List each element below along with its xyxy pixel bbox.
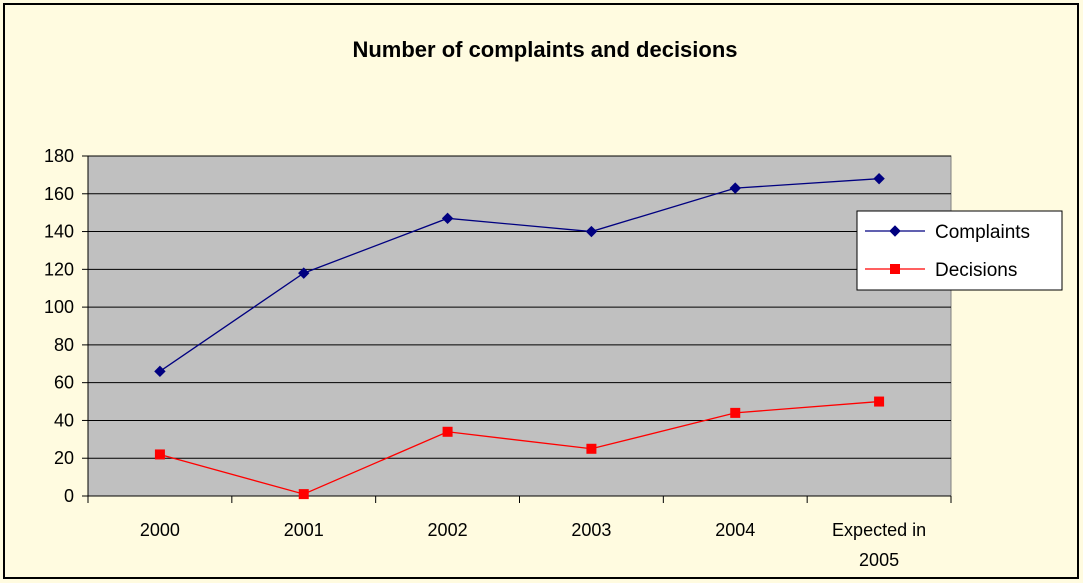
y-axis-ticks: 0 20 40 60 80 100 120 140 160 180	[44, 146, 88, 506]
decisions-point	[586, 443, 597, 454]
complaints-point	[441, 212, 454, 225]
legend-marker	[890, 264, 900, 274]
legend-marker	[889, 225, 901, 237]
x-tick-label: 2002	[428, 520, 468, 540]
series-decisions	[154, 396, 885, 500]
y-tick-label: 20	[54, 448, 74, 468]
x-axis-ticks: 2000 2001 2002 2003 2004 Expected in 2005	[87, 496, 952, 570]
y-tick-label: 120	[44, 259, 74, 279]
x-tick-label: 2001	[284, 520, 324, 540]
y-tick-label: 160	[44, 184, 74, 204]
legend-item-complaints: Complaints	[865, 222, 1030, 243]
y-tick-label: 40	[54, 410, 74, 430]
complaints-point	[298, 267, 310, 279]
legend-label: Decisions	[935, 260, 1017, 281]
plot-area	[87, 155, 952, 497]
legend: Complaints Decisions	[856, 210, 1063, 291]
complaints-line	[159, 178, 880, 372]
x-tick-label: Expected in 2005	[832, 520, 926, 570]
y-tick-label: 80	[54, 335, 74, 355]
complaints-point	[873, 172, 885, 185]
x-tick-label: 2003	[571, 520, 611, 540]
x-tick-label: 2004	[715, 520, 755, 540]
legend-item-decisions: Decisions	[865, 260, 1017, 281]
decisions-line	[159, 400, 880, 495]
complaints-point	[585, 225, 598, 238]
chart-title: Number of complaints and decisions	[352, 37, 737, 62]
y-tick-label: 180	[44, 146, 74, 166]
y-tick-label: 60	[54, 373, 74, 393]
gridlines	[88, 155, 951, 459]
series-group	[154, 172, 885, 500]
decisions-point	[874, 396, 885, 407]
y-tick-label: 100	[44, 297, 74, 317]
line-chart: Number of complaints and decisions 0 20 40…	[44, 37, 1063, 570]
complaints-point	[729, 182, 741, 194]
complaints-point	[154, 365, 166, 378]
decisions-point	[298, 489, 309, 500]
legend-box	[856, 210, 1063, 291]
decisions-point	[442, 426, 453, 437]
decisions-point	[154, 449, 165, 460]
series-complaints	[154, 172, 885, 378]
chart-frame: Number of complaints and decisions 0 20 40…	[3, 3, 1079, 579]
decisions-point	[730, 407, 741, 418]
x-tick-label: 2000	[140, 520, 180, 540]
y-tick-label: 0	[64, 486, 74, 506]
y-tick-label: 140	[44, 222, 74, 242]
legend-label: Complaints	[935, 222, 1030, 243]
